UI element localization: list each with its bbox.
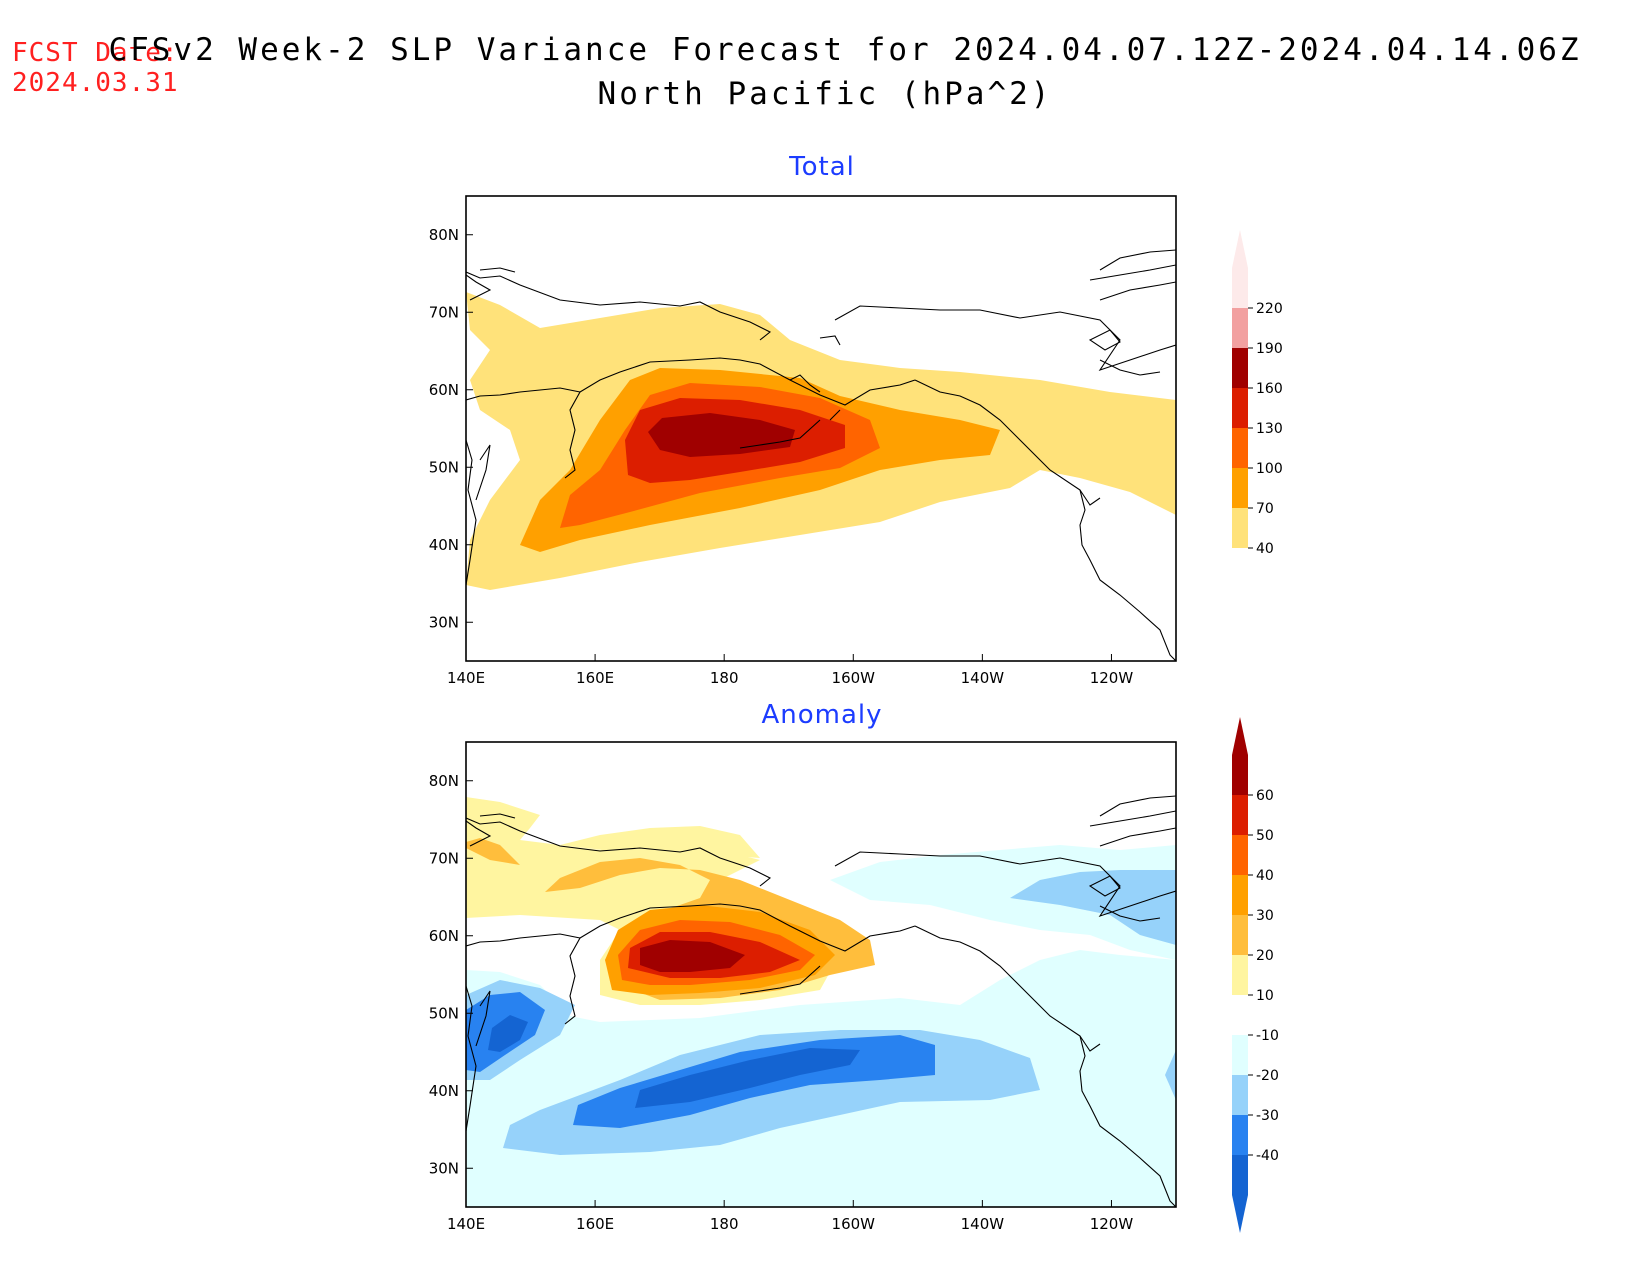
anomaly-colorbar-swatch: [1232, 795, 1248, 835]
anomaly-fill-neg20-east: [1165, 1050, 1176, 1100]
total-colorbar-label: 190: [1256, 341, 1283, 357]
total-lat-tick-label: 50N: [429, 458, 459, 476]
anomaly-lat-tick-label: 70N: [429, 849, 459, 867]
anomaly-lat-tick-label: 60N: [429, 927, 459, 945]
anomaly-colorbar-label: 20: [1256, 948, 1274, 964]
anomaly-colorbar-label: 60: [1256, 788, 1274, 804]
total-colorbar-label: 70: [1256, 501, 1274, 517]
total-colorbar-swatch: [1232, 388, 1248, 428]
anomaly-lat-tick-label: 80N: [429, 772, 459, 790]
anomaly-map: [465, 741, 1177, 1208]
total-colorbar-top-arrow: [1232, 230, 1248, 268]
total-coastlines: [466, 249, 1176, 661]
anomaly-contour-fills: [466, 797, 1176, 1207]
total-axis-ticks: 140E 160E 180 160W 140W 120W 80N 70N 60N 50N 40N 30…: [429, 226, 1134, 687]
total-lat-tick-label: 40N: [429, 536, 459, 554]
main-title: CFSv2 Week-2 SLP Variance Forecast for 2…: [108, 32, 1582, 68]
total-lat-tick-label: 30N: [429, 613, 459, 631]
total-colorbar-swatch: [1232, 308, 1248, 348]
fcst-date-value: 2024.03.31: [12, 68, 179, 98]
anomaly-lon-tick-label: 160W: [832, 1215, 876, 1233]
total-lat-tick-label: 80N: [429, 226, 459, 244]
total-lon-tick-label: 180: [710, 669, 739, 687]
total-lon-tick-label: 120W: [1090, 669, 1134, 687]
total-colorbar-label: 40: [1256, 541, 1274, 557]
anomaly-colorbar-label: 40: [1256, 868, 1274, 884]
total-lon-tick-label: 140W: [961, 669, 1005, 687]
anomaly-axis-ticks: 140E 160E 180 160W 140W 120W 80N 70N 60N 50N 40N 30…: [429, 772, 1134, 1233]
total-colorbar-swatch: [1232, 508, 1248, 548]
total-colorbar-label: 100: [1256, 461, 1283, 477]
anomaly-colorbar-swatch: [1232, 755, 1248, 795]
anomaly-fill-neg20-northeast: [1010, 870, 1176, 945]
anomaly-colorbar-swatch: [1232, 1115, 1248, 1155]
anomaly-colorbar-swatch: [1232, 1155, 1248, 1195]
anomaly-colorbar-bottom-arrow: [1232, 1195, 1248, 1233]
total-lon-tick-label: 160E: [576, 669, 614, 687]
anomaly-fill-neg40-west: [488, 1015, 528, 1052]
total-lat-tick-label: 70N: [429, 303, 459, 321]
total-colorbar-label: 130: [1256, 421, 1283, 437]
anomaly-colorbar-swatch: [1232, 915, 1248, 955]
anomaly-colorbar-swatch: [1232, 1035, 1248, 1075]
anomaly-colorbar-label: -30: [1256, 1108, 1279, 1124]
total-contour-fills: [466, 292, 1176, 590]
region-subtitle: North Pacific (hPa^2): [597, 76, 1053, 112]
panel-title-anomaly: Anomaly: [761, 700, 883, 730]
total-colorbar-label: 220: [1256, 301, 1283, 317]
anomaly-fill-neg40: [635, 1048, 860, 1108]
total-lon-tick-label: 160W: [832, 669, 876, 687]
fcst-date-caption: FCST Date:: [12, 38, 179, 68]
anomaly-coastlines: [466, 795, 1176, 1207]
anomaly-colorbar-label: 30: [1256, 908, 1274, 924]
total-colorbar-swatch: [1232, 348, 1248, 388]
panel-title-total: Total: [789, 152, 855, 182]
anomaly-colorbar: 60 50 40 30 20 10 -10 -20 -30 -40: [1232, 717, 1279, 1233]
anomaly-fill-pos20: [466, 838, 520, 865]
anomaly-colorbar-swatch: [1232, 995, 1248, 1035]
anomaly-colorbar-label: -10: [1256, 1028, 1279, 1044]
anomaly-colorbar-label: 50: [1256, 828, 1274, 844]
total-lon-tick-label: 140E: [447, 669, 485, 687]
anomaly-colorbar-swatch: [1232, 835, 1248, 875]
total-colorbar-label: 160: [1256, 381, 1283, 397]
total-colorbar-bottom-arrow: [1232, 548, 1248, 586]
anomaly-lat-tick-label: 40N: [429, 1082, 459, 1100]
anomaly-lon-tick-label: 140E: [447, 1215, 485, 1233]
total-colorbar-swatch: [1232, 268, 1248, 308]
forecast-date-label: FCST Date: 2024.03.31: [12, 38, 179, 98]
anomaly-lat-tick-label: 50N: [429, 1004, 459, 1022]
anomaly-lat-tick-label: 30N: [429, 1159, 459, 1177]
anomaly-fill-pos60: [640, 940, 745, 972]
anomaly-lon-tick-label: 180: [710, 1215, 739, 1233]
anomaly-lon-tick-label: 120W: [1090, 1215, 1134, 1233]
total-lat-tick-label: 60N: [429, 381, 459, 399]
total-colorbar-swatch: [1232, 428, 1248, 468]
total-fill-160: [648, 413, 795, 457]
anomaly-colorbar-label: -40: [1256, 1148, 1279, 1164]
anomaly-colorbar-swatch: [1232, 875, 1248, 915]
total-map: [465, 195, 1177, 662]
anomaly-colorbar-swatch: [1232, 1075, 1248, 1115]
anomaly-colorbar-top-arrow: [1232, 717, 1248, 755]
total-colorbar-swatch: [1232, 468, 1248, 508]
anomaly-colorbar-swatch: [1232, 955, 1248, 995]
anomaly-colorbar-label: 10: [1256, 988, 1274, 1004]
anomaly-colorbar-label: -20: [1256, 1068, 1279, 1084]
anomaly-lon-tick-label: 140W: [961, 1215, 1005, 1233]
total-colorbar: 220 190 160 130 100 70 40: [1232, 230, 1283, 586]
anomaly-lon-tick-label: 160E: [576, 1215, 614, 1233]
